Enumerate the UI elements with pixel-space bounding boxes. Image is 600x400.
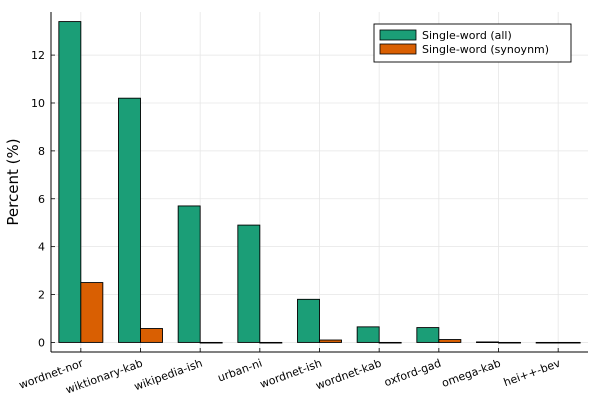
bar-single-word-synonym — [319, 339, 342, 343]
x-tick-label: hei++-bev — [502, 356, 563, 389]
bars-layer — [58, 21, 581, 344]
bar-single-word-synonym — [199, 341, 223, 344]
legend-swatch-single-word-synonym — [379, 43, 417, 55]
bar-single-word-all — [297, 298, 320, 343]
y-ticks: 0 2 4 6 8 10 12 — [31, 49, 55, 349]
bar-single-word-synonym — [557, 341, 581, 344]
legend-label-single-word-synonym: Single-word (synoynm) — [422, 43, 549, 56]
legend: Single-word (all) Single-word (synoynm) — [373, 23, 572, 63]
bar-single-word-synonym — [378, 341, 402, 344]
y-tick-label: 0 — [38, 336, 45, 349]
x-tick-label: wordnet-ish — [258, 357, 323, 391]
y-tick-label: 6 — [38, 193, 45, 206]
legend-swatch-single-word-all — [379, 29, 417, 41]
bar-single-word-all — [356, 326, 380, 343]
bar-single-word-synonym — [438, 339, 462, 343]
bar-single-word-synonym — [498, 341, 521, 344]
bar-single-word-all — [535, 341, 559, 344]
x-tick-label: oxford-gad — [383, 357, 443, 390]
bar-single-word-all — [177, 205, 201, 343]
bar-single-word-all — [118, 97, 141, 343]
x-tick-label: omega-kab — [440, 357, 503, 390]
y-tick-label: 8 — [38, 145, 45, 158]
bar-single-word-synonym — [80, 282, 104, 343]
x-tick-label: wikipedia-ish — [132, 357, 204, 394]
y-axis-label: Percent (%) — [4, 138, 22, 225]
y-tick-label: 4 — [38, 241, 45, 254]
bar-single-word-all — [58, 21, 82, 343]
y-tick-label: 2 — [38, 289, 45, 302]
legend-label-single-word-all: Single-word (all) — [422, 29, 512, 42]
bar-single-word-all — [416, 327, 440, 343]
x-tick-label: urban-ni — [216, 357, 264, 385]
bar-single-word-synonym — [140, 328, 163, 343]
y-tick-label: 12 — [31, 49, 45, 62]
bar-single-word-all — [476, 341, 499, 343]
y-tick-label: 10 — [31, 97, 45, 110]
x-tick-label: wordnet-kab — [314, 357, 383, 393]
bar-single-word-all — [237, 224, 261, 343]
bar-single-word-synonym — [259, 341, 283, 344]
